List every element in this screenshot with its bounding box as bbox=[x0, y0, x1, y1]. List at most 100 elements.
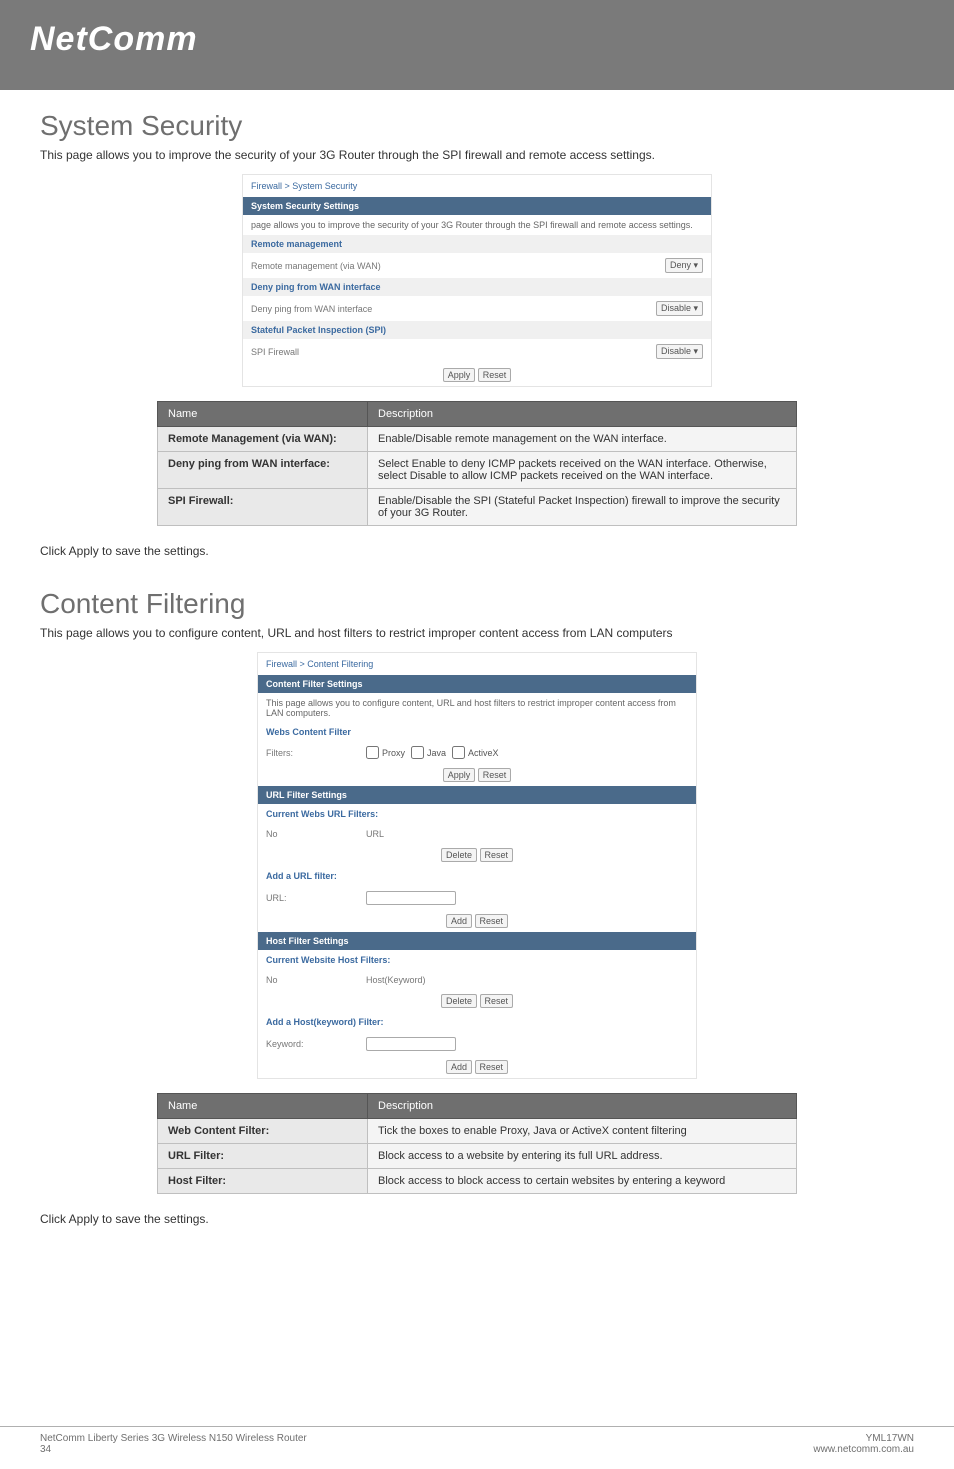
deny-ping-row: Deny ping from WAN interface Disable ▾ bbox=[243, 296, 711, 321]
remote-mgmt-row: Remote management (via WAN) Deny ▾ bbox=[243, 253, 711, 278]
url-label: URL: bbox=[266, 893, 366, 903]
footer-url: www.netcomm.com.au bbox=[813, 1444, 914, 1455]
row-name: SPI Firewall: bbox=[158, 489, 368, 526]
ss-header: Content Filter Settings bbox=[258, 675, 696, 693]
system-security-screenshot: Firewall > System Security System Securi… bbox=[242, 174, 712, 387]
section1-title: System Security bbox=[40, 110, 914, 142]
section1-note: Click Apply to save the settings. bbox=[40, 544, 914, 558]
deny-ping-label: Deny ping from WAN interface bbox=[251, 304, 656, 314]
ss-button-row: Apply Reset bbox=[258, 764, 696, 786]
section1-screenshot-wrap: Firewall > System Security System Securi… bbox=[40, 174, 914, 387]
table-row: Remote Management (via WAN): Enable/Disa… bbox=[158, 427, 797, 452]
table-row: URL Filter: Block access to a website by… bbox=[158, 1144, 797, 1169]
table-row: Deny ping from WAN interface: Select Ena… bbox=[158, 452, 797, 489]
reset-button[interactable]: Reset bbox=[478, 768, 512, 782]
breadcrumb: Firewall > System Security bbox=[243, 175, 711, 197]
row-desc: Block access to a website by entering it… bbox=[368, 1144, 797, 1169]
url-delete-row: Delete Reset bbox=[258, 844, 696, 866]
footer-right: YML17WN www.netcomm.com.au bbox=[813, 1433, 914, 1455]
col-desc: Description bbox=[368, 402, 797, 427]
section2-screenshot-wrap: Firewall > Content Filtering Content Fil… bbox=[40, 652, 914, 1079]
proxy-checkbox[interactable] bbox=[366, 746, 379, 759]
table-row: SPI Firewall: Enable/Disable the SPI (St… bbox=[158, 489, 797, 526]
col-desc: Description bbox=[368, 1094, 797, 1119]
table-row: Host Filter: Block access to block acces… bbox=[158, 1169, 797, 1194]
activex-label: ActiveX bbox=[468, 748, 499, 758]
content-filtering-screenshot: Firewall > Content Filtering Content Fil… bbox=[257, 652, 697, 1079]
spi-row: SPI Firewall Disable ▾ bbox=[243, 339, 711, 364]
spi-select[interactable]: Disable ▾ bbox=[656, 344, 703, 359]
keyword-input[interactable] bbox=[366, 1037, 456, 1051]
delete-button[interactable]: Delete bbox=[441, 994, 477, 1008]
section1-info-table: Name Description Remote Management (via … bbox=[157, 401, 797, 526]
url-input-row: URL: bbox=[258, 886, 696, 910]
footer-product: NetComm Liberty Series 3G Wireless N150 … bbox=[40, 1433, 307, 1444]
row-name: Host Filter: bbox=[158, 1169, 368, 1194]
section1-intro: This page allows you to improve the secu… bbox=[40, 148, 914, 162]
main-content: System Security This page allows you to … bbox=[0, 90, 954, 1426]
delete-button[interactable]: Delete bbox=[441, 848, 477, 862]
remote-mgmt-label: Remote management (via WAN) bbox=[251, 261, 458, 271]
host-add-row: Add Reset bbox=[258, 1056, 696, 1078]
host-filter-header: Host Filter Settings bbox=[258, 932, 696, 950]
row-desc: Select Enable to deny ICMP packets recei… bbox=[368, 452, 797, 489]
host-keyword-col: Host(Keyword) bbox=[366, 975, 426, 985]
remote-mgmt-value: Deny bbox=[670, 260, 691, 270]
section2-title: Content Filtering bbox=[40, 588, 914, 620]
java-label: Java bbox=[427, 748, 446, 758]
deny-ping-value: Disable bbox=[661, 303, 691, 313]
page-footer: NetComm Liberty Series 3G Wireless N150 … bbox=[0, 1426, 954, 1469]
keyword-label: Keyword: bbox=[266, 1039, 366, 1049]
add-button[interactable]: Add bbox=[446, 914, 472, 928]
url-input[interactable] bbox=[366, 891, 456, 905]
ss-header: System Security Settings bbox=[243, 197, 711, 215]
proxy-label: Proxy bbox=[382, 748, 405, 758]
row-desc: Block access to block access to certain … bbox=[368, 1169, 797, 1194]
no-col: No bbox=[266, 829, 366, 839]
remote-mgmt-select[interactable]: Deny ▾ bbox=[665, 258, 703, 273]
add-button[interactable]: Add bbox=[446, 1060, 472, 1074]
reset-button[interactable]: Reset bbox=[478, 368, 512, 382]
col-name: Name bbox=[158, 1094, 368, 1119]
deny-ping-select[interactable]: Disable ▾ bbox=[656, 301, 703, 316]
col-name: Name bbox=[158, 402, 368, 427]
breadcrumb: Firewall > Content Filtering bbox=[258, 653, 696, 675]
host-delete-row: Delete Reset bbox=[258, 990, 696, 1012]
footer-left: NetComm Liberty Series 3G Wireless N150 … bbox=[40, 1433, 307, 1455]
brand-logo: NetComm bbox=[30, 20, 924, 59]
activex-checkbox[interactable] bbox=[452, 746, 465, 759]
section2-note: Click Apply to save the settings. bbox=[40, 1212, 914, 1226]
deny-ping-header: Deny ping from WAN interface bbox=[243, 278, 711, 296]
row-desc: Enable/Disable remote management on the … bbox=[368, 427, 797, 452]
url-filter-header: URL Filter Settings bbox=[258, 786, 696, 804]
add-host-filter-label: Add a Host(keyword) Filter: bbox=[258, 1012, 696, 1032]
java-checkbox[interactable] bbox=[411, 746, 424, 759]
spi-label: SPI Firewall bbox=[251, 347, 656, 357]
keyword-input-row: Keyword: bbox=[258, 1032, 696, 1056]
ss-desc: page allows you to improve the security … bbox=[243, 215, 711, 235]
row-name: Remote Management (via WAN): bbox=[158, 427, 368, 452]
row-name: URL Filter: bbox=[158, 1144, 368, 1169]
section2-info-table: Name Description Web Content Filter: Tic… bbox=[157, 1093, 797, 1194]
row-name: Deny ping from WAN interface: bbox=[158, 452, 368, 489]
filters-label: Filters: bbox=[266, 748, 366, 758]
reset-button[interactable]: Reset bbox=[480, 848, 514, 862]
current-host-filters: Current Website Host Filters: bbox=[258, 950, 696, 970]
add-url-filter-label: Add a URL filter: bbox=[258, 866, 696, 886]
table-row: Web Content Filter: Tick the boxes to en… bbox=[158, 1119, 797, 1144]
footer-page-number: 34 bbox=[40, 1444, 307, 1455]
remote-mgmt-header: Remote management bbox=[243, 235, 711, 253]
current-url-filters: Current Webs URL Filters: bbox=[258, 804, 696, 824]
filters-row: Filters: Proxy Java ActiveX bbox=[258, 741, 696, 764]
top-banner: NetComm bbox=[0, 0, 954, 90]
apply-button[interactable]: Apply bbox=[443, 368, 476, 382]
ss-button-row: Apply Reset bbox=[243, 364, 711, 386]
footer-doc-code: YML17WN bbox=[813, 1433, 914, 1444]
row-desc: Tick the boxes to enable Proxy, Java or … bbox=[368, 1119, 797, 1144]
webs-content-header: Webs Content Filter bbox=[258, 723, 696, 741]
row-name: Web Content Filter: bbox=[158, 1119, 368, 1144]
reset-button[interactable]: Reset bbox=[480, 994, 514, 1008]
apply-button[interactable]: Apply bbox=[443, 768, 476, 782]
reset-button[interactable]: Reset bbox=[475, 914, 509, 928]
reset-button[interactable]: Reset bbox=[475, 1060, 509, 1074]
